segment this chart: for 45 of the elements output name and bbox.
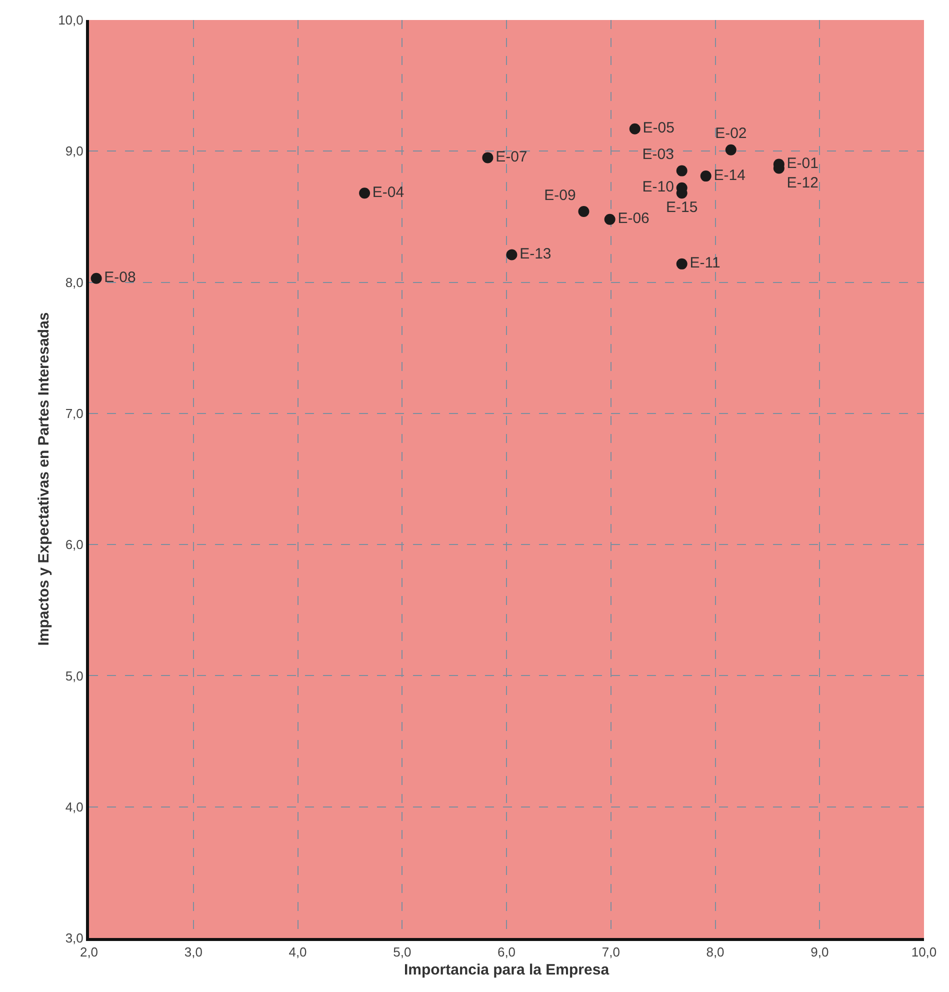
data-label: E-13 (520, 246, 552, 262)
point (725, 144, 736, 156)
data-label: E-04 (372, 184, 404, 201)
data-label: E-09 (544, 186, 576, 204)
point (676, 165, 688, 176)
y-axis-title: Impactos y Expectativas en Partes Interesadas (35, 312, 52, 646)
data-label: E-02 (715, 125, 747, 142)
data-label: E-03 (642, 146, 674, 164)
point (604, 214, 616, 225)
data-label: E-10 (642, 178, 674, 196)
point (506, 249, 518, 260)
data-label: E-01 (786, 155, 818, 172)
y-tick-label: 9,0 (65, 144, 84, 159)
point (90, 272, 102, 284)
x-axis-title: Importancia para la Empresa (404, 962, 610, 979)
x-tick-label: 8,0 (706, 944, 724, 960)
y-tick-label: 5,0 (65, 668, 84, 684)
y-tick-label: 4,0 (65, 799, 84, 814)
data-label: E-05 (642, 120, 674, 137)
data-label: E-12 (786, 174, 818, 192)
data-label: E-07 (496, 148, 528, 166)
point (629, 123, 640, 134)
x-tick-label: 9,0 (810, 944, 829, 960)
x-tick-label: 6,0 (497, 944, 516, 960)
x-tick-label: 7,0 (602, 944, 620, 960)
data-label: E-15 (666, 199, 698, 216)
y-tick-label: 8,0 (65, 274, 84, 290)
x-tick-label: 3,0 (184, 944, 202, 960)
data-label: E-06 (618, 210, 650, 228)
x-tick-label: 4,0 (288, 944, 307, 960)
point (700, 170, 712, 182)
y-tick-label: 10,0 (58, 12, 84, 28)
y-tick-label: 6,0 (65, 537, 84, 552)
point (359, 188, 370, 199)
y-tick-label: 7,0 (65, 406, 84, 421)
point (578, 206, 590, 217)
x-tick-label: 2,0 (80, 944, 98, 960)
data-label: E-08 (104, 269, 136, 286)
x-tick-label: 10,0 (911, 944, 937, 960)
data-label: E-11 (690, 254, 720, 272)
y-tick-label: 3,0 (65, 930, 84, 946)
data-label: E-14 (714, 166, 746, 184)
point (676, 258, 688, 270)
x-tick-label: 5,0 (393, 944, 412, 960)
point (482, 152, 494, 164)
